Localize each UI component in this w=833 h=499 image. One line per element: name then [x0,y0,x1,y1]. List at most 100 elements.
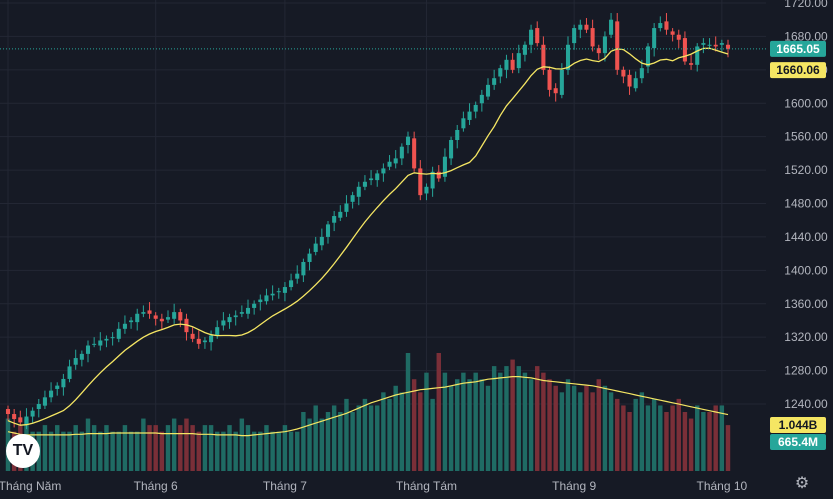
y-tick-label: 1480.00 [784,197,828,211]
candle [430,171,435,189]
volume-bar [282,425,288,471]
candle [719,43,724,45]
volume-bar [418,392,423,471]
volume-bar [719,405,725,471]
volume-bar [590,392,595,471]
last-price-badge-bg [770,40,826,57]
volume-bar [319,418,325,471]
volume-badge: 1.044B [779,418,818,432]
volume-bar [651,398,657,471]
candle [707,44,712,46]
candle [479,94,484,104]
volume-bar [356,405,361,471]
volume-bar [411,379,417,471]
candle [325,224,331,237]
volume-bar [258,431,263,471]
moving-average-line [7,47,729,426]
volume-bar [98,431,103,471]
x-tick-label: Tháng 7 [263,479,307,493]
candle [516,53,521,69]
candle [461,118,466,129]
candle [178,312,183,321]
volume-bar [288,431,294,471]
volume-bar [171,418,177,471]
volume-bar [455,379,460,471]
volume-bar [362,398,368,471]
volume-bar [165,425,171,471]
candle [381,168,386,174]
candle [92,343,97,345]
volume-bar [473,372,478,471]
volume-bar [276,431,281,471]
candle [725,44,731,49]
candle [258,299,263,303]
volume-bar [701,412,706,471]
candle [215,327,220,336]
volume-bar [602,385,608,471]
candle [338,211,343,218]
volume-bar [479,379,485,471]
candle [578,24,583,30]
candle [701,43,706,45]
candle [676,34,681,40]
y-tick-label: 1520.00 [784,163,828,177]
candle [695,46,700,65]
candle [596,48,601,54]
volume-bar [350,412,355,471]
candle [30,410,35,417]
candle [252,303,257,308]
candle [122,323,127,329]
volume-bar [510,359,515,471]
candle [621,69,626,77]
candle [590,28,595,47]
candle [153,315,158,319]
candle [553,88,558,94]
tradingview-logo[interactable]: TV [6,434,40,468]
candle [541,44,546,70]
volume-bar [313,405,318,471]
candle [529,29,534,45]
volume-ma-badge-bg [770,434,826,450]
candle [264,295,269,302]
volume-bar [178,425,183,471]
volume-bar [707,412,712,471]
volume-bar [147,425,152,471]
y-tick-label: 1400.00 [784,263,828,277]
volume-bar [344,398,349,471]
volume-bar [565,379,571,471]
candle [713,44,718,47]
volume-bar [442,372,448,471]
candle [399,146,404,159]
y-tick-label: 1360.00 [784,297,828,311]
volume-bar [725,425,731,471]
candle [405,136,411,146]
candle [221,320,226,326]
volume-bar [251,431,257,471]
candle [159,318,164,322]
candle [436,171,441,179]
volume-bar [615,398,620,471]
volume-bar [85,418,91,471]
y-tick-label: 1320.00 [784,330,828,344]
candle [584,24,589,30]
volume-ma-line [7,376,729,437]
gear-icon[interactable]: ⚙ [794,475,810,492]
volume-bar [430,398,435,471]
volume-bar [516,366,521,471]
volume-bar [658,405,663,471]
candle [313,243,318,252]
volume-bar [42,425,48,471]
candle [73,358,78,365]
volume-bar [393,385,398,471]
volume-bar [608,392,614,471]
candle [61,378,66,388]
candle [282,287,287,293]
volume-bar [621,405,626,471]
volume-bar [645,405,651,471]
volume-bar [227,425,232,471]
candle [412,138,417,169]
ma-value-badge: 1660.06 [776,63,820,77]
candle [498,68,503,77]
